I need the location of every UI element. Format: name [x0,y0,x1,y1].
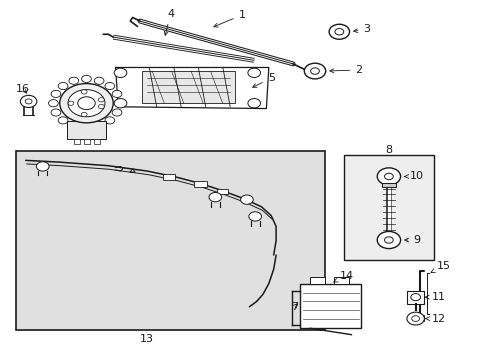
Circle shape [114,68,126,77]
Circle shape [60,84,113,123]
Circle shape [94,77,104,84]
Text: 11: 11 [425,292,445,302]
Circle shape [51,90,61,98]
Circle shape [98,98,104,102]
Circle shape [410,294,420,301]
Text: 9: 9 [404,235,420,245]
Text: 8: 8 [385,145,392,155]
Circle shape [81,112,87,117]
Text: 5: 5 [252,73,274,87]
Bar [67,121,106,139]
Text: 14: 14 [333,271,353,282]
Bar [163,174,175,180]
Bar [142,71,234,103]
Circle shape [304,63,325,79]
Circle shape [58,82,68,90]
Circle shape [78,97,95,110]
Circle shape [114,99,126,108]
Text: 7: 7 [290,302,298,312]
Circle shape [48,100,58,107]
Circle shape [328,24,349,39]
Circle shape [384,237,392,243]
Circle shape [105,82,115,90]
Bar [84,139,90,144]
Circle shape [247,99,260,108]
Circle shape [240,195,253,204]
Circle shape [384,173,392,180]
Bar [381,183,395,187]
Text: 1: 1 [213,10,245,27]
Circle shape [248,212,261,221]
Circle shape [411,316,419,321]
Circle shape [81,124,91,131]
Circle shape [98,104,104,109]
Circle shape [68,101,74,105]
Circle shape [115,100,124,107]
Circle shape [51,109,61,116]
Text: 15: 15 [430,261,450,273]
Circle shape [69,77,79,84]
Text: 6: 6 [93,87,105,99]
Bar [300,284,361,328]
Bar [216,189,228,194]
Text: 10: 10 [404,171,423,181]
Circle shape [105,117,115,124]
Circle shape [334,28,343,35]
Text: 2: 2 [329,65,362,75]
Circle shape [69,122,79,129]
Circle shape [25,99,32,104]
Text: 3: 3 [353,24,370,34]
Bar [94,139,100,144]
Circle shape [376,168,400,185]
Bar [344,155,433,260]
Text: 12: 12 [425,314,445,324]
Bar [74,139,80,144]
Circle shape [376,231,400,249]
Bar [309,277,324,284]
Text: 13: 13 [140,334,154,344]
Circle shape [58,117,68,124]
Circle shape [68,90,105,117]
Circle shape [310,68,319,74]
Circle shape [208,193,221,202]
Bar [406,291,424,303]
Bar [194,181,206,187]
Circle shape [20,95,37,108]
Circle shape [36,162,49,171]
Text: 16: 16 [16,84,30,94]
Circle shape [81,90,87,94]
Circle shape [247,68,260,77]
Bar [16,152,324,330]
Circle shape [94,122,104,129]
Circle shape [112,109,122,116]
Circle shape [406,312,424,325]
Text: 4: 4 [164,9,174,35]
Circle shape [112,90,122,98]
Bar [334,277,348,284]
Circle shape [81,75,91,82]
